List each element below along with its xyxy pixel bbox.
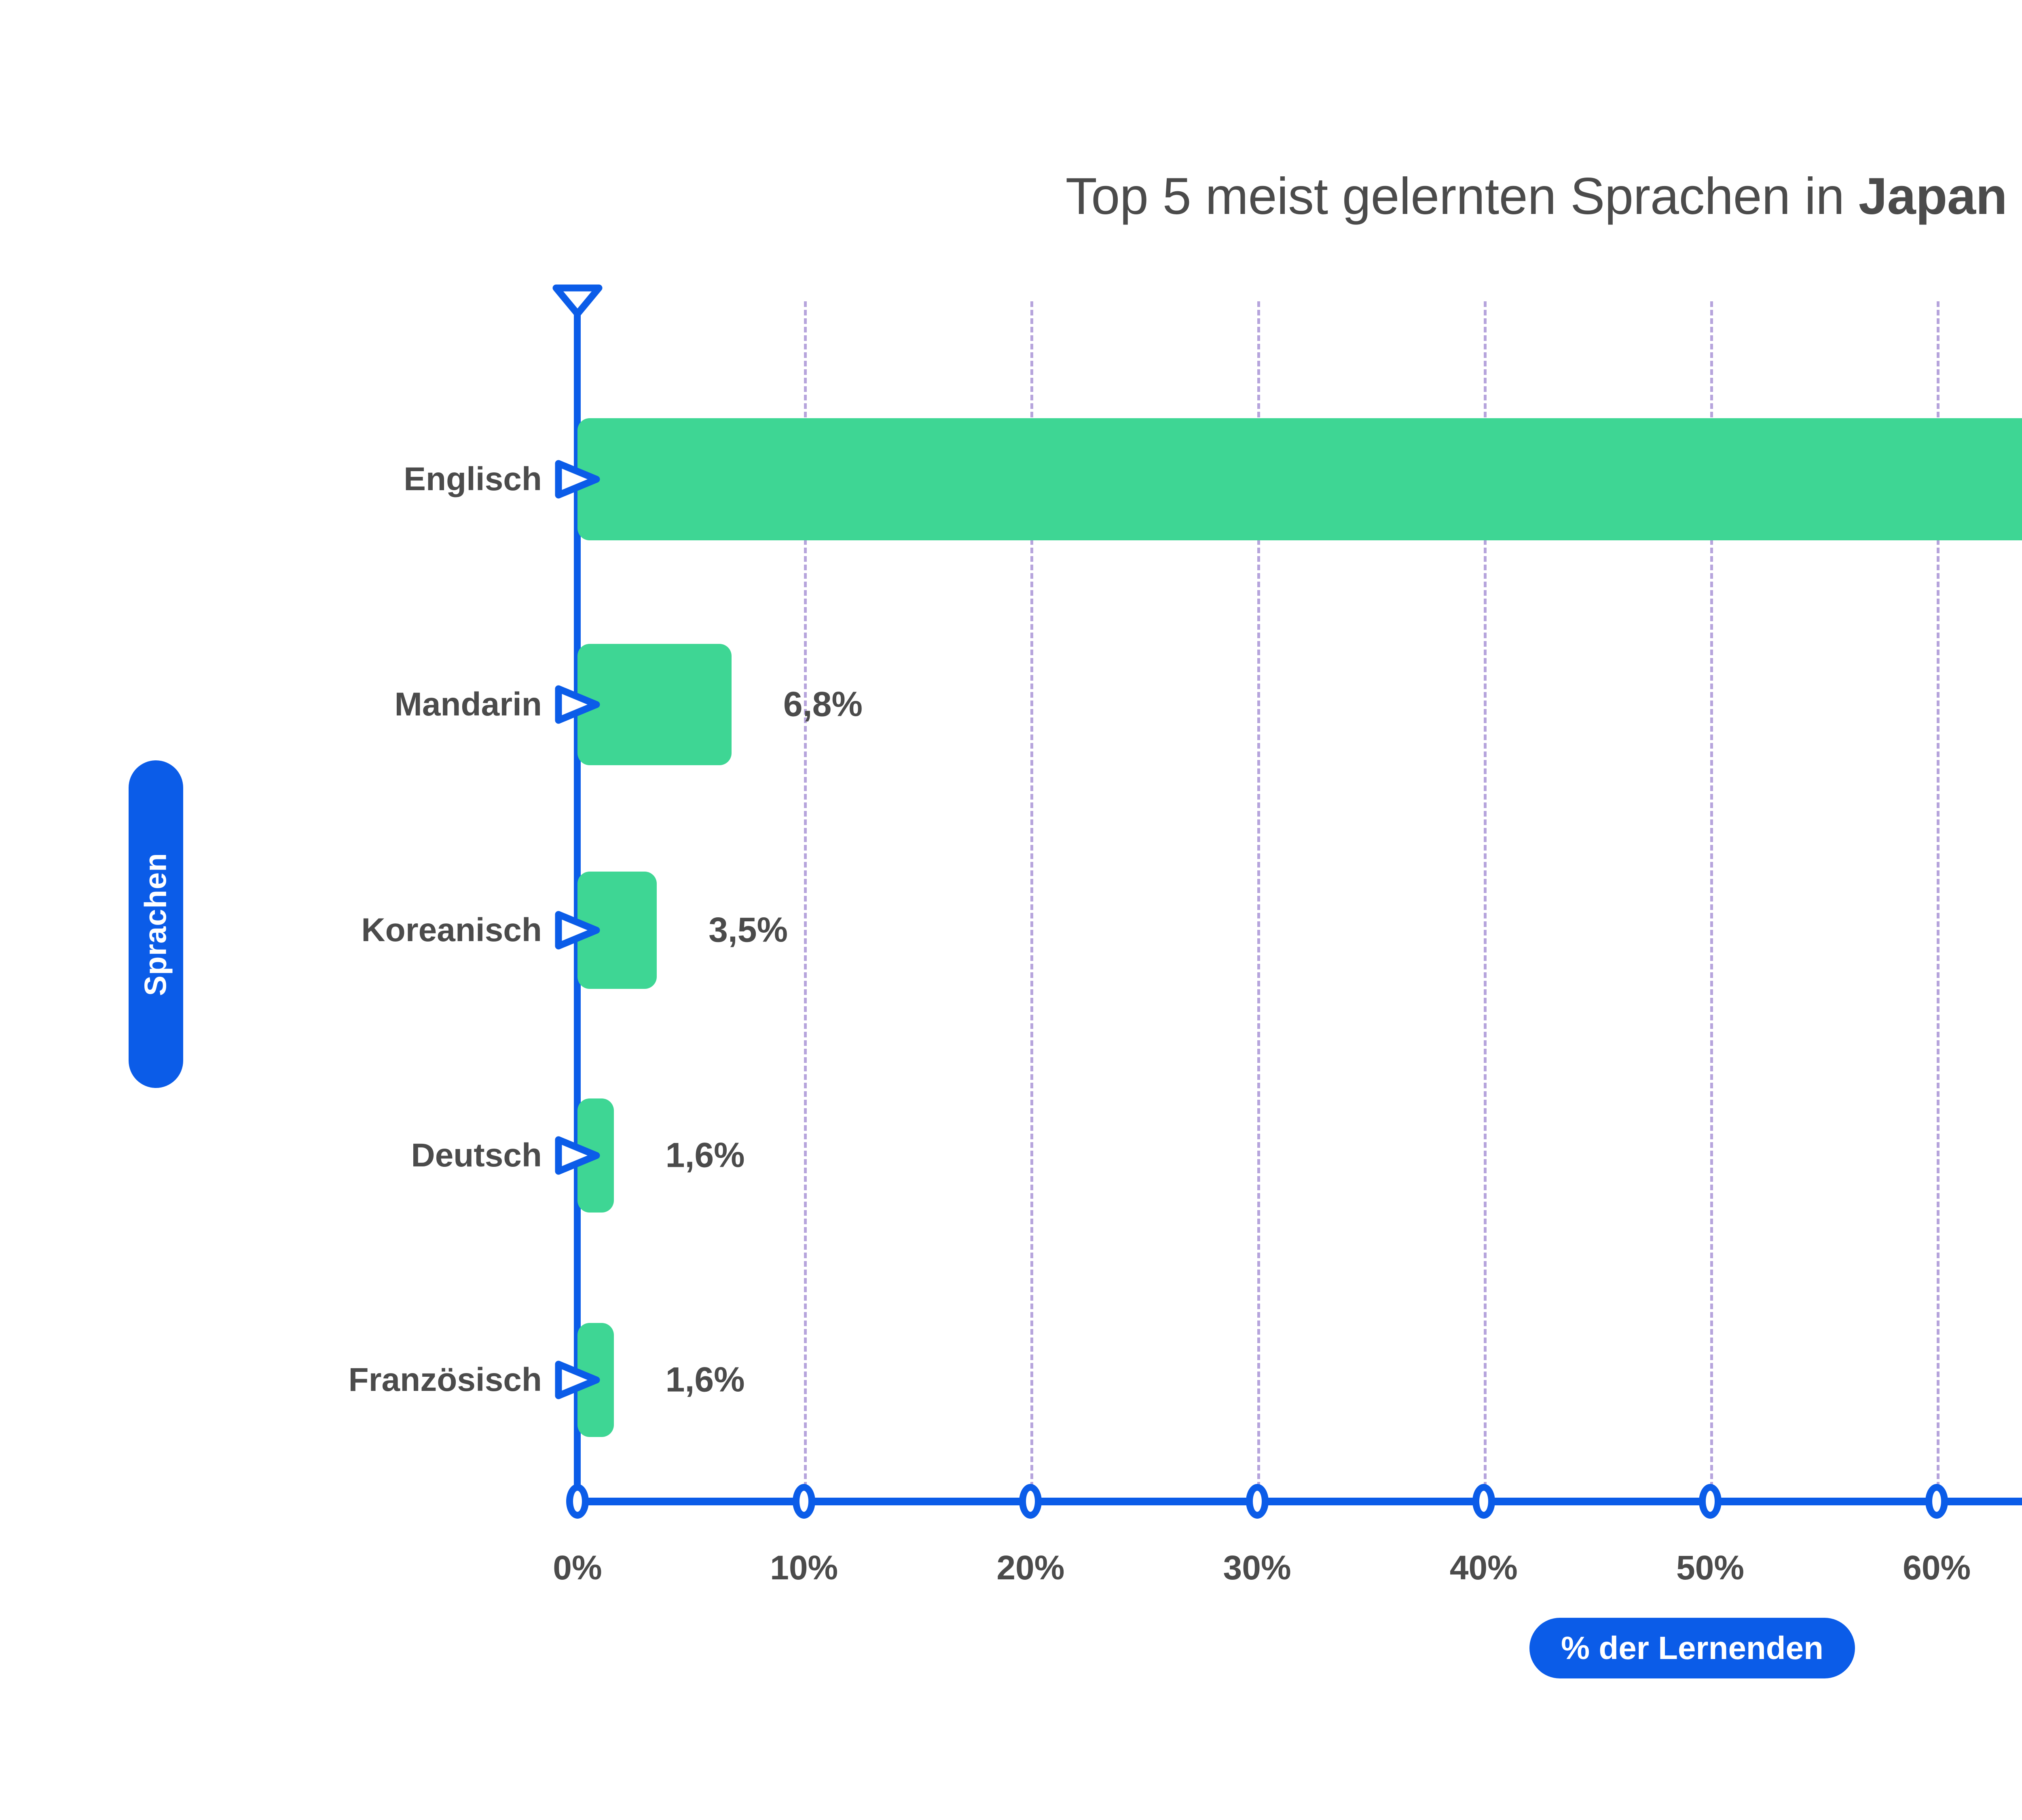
title-highlight: Japan bbox=[1858, 167, 2007, 225]
gridline bbox=[1937, 301, 1940, 1505]
y-tick-label-mandarin: Mandarin bbox=[394, 686, 542, 723]
gridline bbox=[1710, 301, 1713, 1505]
x-axis-title-label: % der Lernenden bbox=[1561, 1630, 1824, 1666]
x-tick-label: 10% bbox=[770, 1549, 838, 1587]
title-suffix: (2024) bbox=[2007, 167, 2022, 225]
x-tick-marker bbox=[566, 1484, 589, 1519]
x-tick-label: 40% bbox=[1449, 1549, 1518, 1587]
plot-area bbox=[577, 301, 2022, 1505]
gridline bbox=[1030, 301, 1034, 1505]
title-prefix: Top 5 meist gelernten Sprachen in bbox=[1065, 167, 1859, 225]
bar-englisch[interactable] bbox=[577, 418, 2022, 540]
gridline bbox=[804, 301, 807, 1505]
y-axis-arrow-icon bbox=[550, 283, 605, 319]
bar-value-label: 3,5% bbox=[709, 910, 788, 950]
x-tick-label: 60% bbox=[1903, 1549, 1971, 1587]
bar-mandarin[interactable] bbox=[577, 644, 732, 765]
x-tick-label: 0% bbox=[553, 1549, 602, 1587]
y-tick-label-deutsch: Deutsch bbox=[411, 1137, 542, 1174]
x-tick-label: 50% bbox=[1676, 1549, 1745, 1587]
x-tick-marker bbox=[1019, 1484, 1042, 1519]
page-title: Top 5 meist gelernten Sprachen in Japan … bbox=[0, 167, 2022, 226]
y-tick-arrow-icon bbox=[553, 683, 602, 726]
gridline bbox=[1483, 301, 1487, 1505]
y-tick-label-französisch: Französisch bbox=[348, 1361, 542, 1398]
x-tick-label: 20% bbox=[996, 1549, 1065, 1587]
y-axis-title-label: Sprachen bbox=[139, 852, 173, 996]
x-axis-title-badge: % der Lernenden bbox=[1529, 1618, 1855, 1678]
bar-value-label: 1,6% bbox=[665, 1360, 745, 1399]
y-tick-arrow-icon bbox=[553, 458, 602, 501]
y-tick-label-englisch: Englisch bbox=[404, 461, 542, 497]
x-tick-marker bbox=[1925, 1484, 1948, 1519]
x-tick-marker bbox=[793, 1484, 816, 1519]
y-tick-arrow-icon bbox=[553, 909, 602, 952]
y-axis-title-badge: Sprachen bbox=[129, 760, 183, 1088]
y-tick-label-koreanisch: Koreanisch bbox=[361, 912, 542, 948]
y-tick-arrow-icon bbox=[553, 1359, 602, 1401]
gridline bbox=[1257, 301, 1260, 1505]
bar-value-label: 1,6% bbox=[665, 1136, 745, 1175]
x-axis-line bbox=[577, 1498, 2022, 1505]
y-tick-arrow-icon bbox=[553, 1134, 602, 1177]
x-tick-marker bbox=[1246, 1484, 1269, 1519]
x-tick-label: 30% bbox=[1223, 1549, 1291, 1587]
x-tick-marker bbox=[1699, 1484, 1722, 1519]
bar-value-label: 6,8% bbox=[783, 685, 863, 724]
x-tick-marker bbox=[1472, 1484, 1495, 1519]
